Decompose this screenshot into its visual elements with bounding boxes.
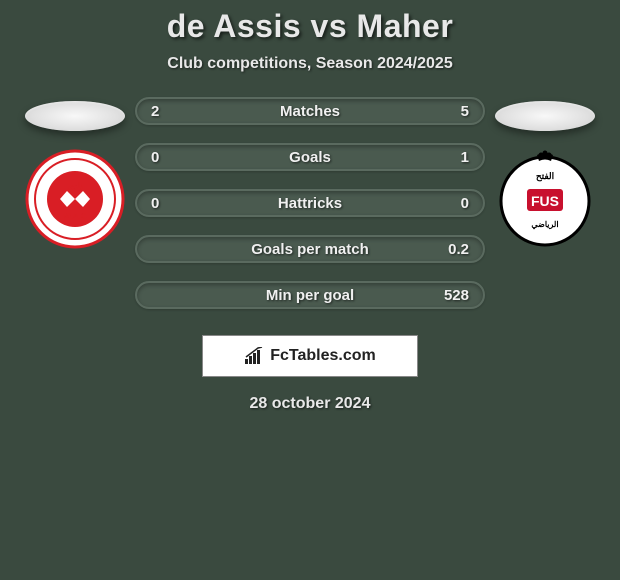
subtitle: Club competitions, Season 2024/2025 [0, 55, 620, 73]
svg-text:W.A.C: W.A.C [63, 212, 86, 221]
player-photo-placeholder-left [25, 101, 125, 131]
page-title: de Assis vs Maher [0, 8, 620, 45]
svg-text:الفتح: الفتح [536, 171, 554, 182]
date-label: 28 october 2024 [0, 395, 620, 413]
stat-value-right: 0.2 [429, 241, 469, 258]
svg-text:الرياضي: الرياضي [531, 220, 558, 230]
club-badge-right: FUS الفتح الرياضي [495, 149, 595, 249]
main-row: نادي W.A.C 2 Matches 5 0 Goals 1 0 Hattricks 0 Go… [0, 97, 620, 309]
comparison-infographic: de Assis vs Maher Club competitions, Sea… [0, 0, 620, 413]
stat-value-right: 1 [429, 149, 469, 166]
stat-value-left: 0 [151, 149, 191, 166]
stat-bar: 0 Hattricks 0 [135, 189, 485, 217]
stat-value-left: 2 [151, 103, 191, 120]
stat-label: Goals per match [251, 241, 369, 258]
stat-label: Min per goal [266, 287, 354, 304]
stat-value-right: 5 [429, 103, 469, 120]
stat-bar: Min per goal 528 [135, 281, 485, 309]
wydad-badge-icon: نادي W.A.C [25, 149, 125, 249]
stat-bar: 0 Goals 1 [135, 143, 485, 171]
club-badge-left: نادي W.A.C [25, 149, 125, 249]
stats-column: 2 Matches 5 0 Goals 1 0 Hattricks 0 Goals per mat… [135, 97, 485, 309]
stat-label: Hattricks [278, 195, 342, 212]
svg-text:FUS: FUS [531, 193, 559, 209]
player-photo-placeholder-right [495, 101, 595, 131]
fus-badge-icon: FUS الفتح الرياضي [495, 149, 595, 249]
stat-value-right: 0 [429, 195, 469, 212]
chart-icon [244, 347, 266, 365]
svg-text:نادي: نادي [67, 181, 83, 192]
stat-label: Matches [280, 103, 340, 120]
brand-label: FcTables.com [270, 347, 376, 365]
right-player-column: FUS الفتح الرياضي [485, 97, 605, 249]
stat-label: Goals [289, 149, 331, 166]
stat-value-left: 0 [151, 195, 191, 212]
left-player-column: نادي W.A.C [15, 97, 135, 249]
stat-bar: 2 Matches 5 [135, 97, 485, 125]
stat-value-right: 528 [429, 287, 469, 304]
stat-bar: Goals per match 0.2 [135, 235, 485, 263]
brand-attribution[interactable]: FcTables.com [202, 335, 418, 377]
